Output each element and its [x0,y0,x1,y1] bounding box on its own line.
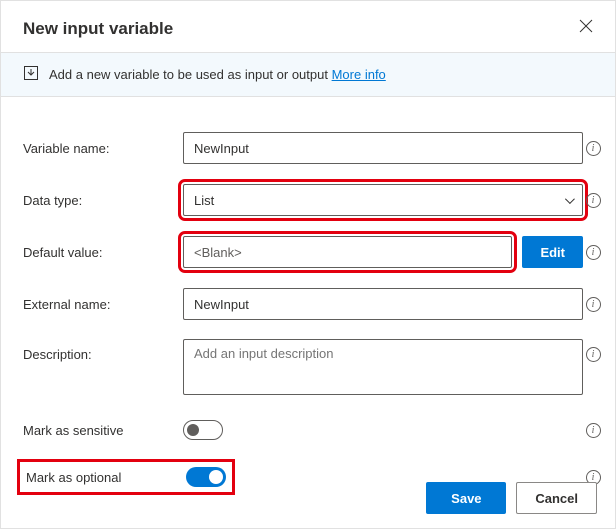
label-variable-name: Variable name: [23,141,183,156]
row-sensitive: Mark as sensitive i [23,413,603,447]
data-type-value: List [194,193,214,208]
save-button[interactable]: Save [426,482,506,514]
data-type-select[interactable]: List [183,184,583,216]
more-info-link[interactable]: More info [332,67,386,82]
label-description: Description: [23,339,183,362]
external-name-input[interactable] [183,288,583,320]
default-value-box: <Blank> [183,236,512,268]
cancel-button[interactable]: Cancel [516,482,597,514]
label-external-name: External name: [23,297,183,312]
info-icon[interactable]: i [586,423,601,438]
edit-button[interactable]: Edit [522,236,583,268]
dialog-footer: Save Cancel [426,482,597,514]
info-icon[interactable]: i [586,347,601,362]
info-icon[interactable]: i [586,245,601,260]
label-default-value: Default value: [23,245,183,260]
description-input[interactable] [183,339,583,395]
row-external-name: External name: i [23,287,603,321]
dialog-header: New input variable [1,1,615,52]
row-variable-name: Variable name: i [23,131,603,165]
info-bar: Add a new variable to be used as input o… [1,52,615,97]
info-icon[interactable]: i [586,141,601,156]
optional-toggle[interactable] [186,467,226,487]
row-default-value: Default value: <Blank> Edit i [23,235,603,269]
info-text: Add a new variable to be used as input o… [49,67,386,82]
label-optional: Mark as optional [26,470,174,485]
close-icon[interactable] [575,15,597,42]
input-output-icon [23,65,39,84]
info-icon[interactable]: i [586,297,601,312]
row-data-type: Data type: List i [23,183,603,217]
sensitive-toggle[interactable] [183,420,223,440]
label-sensitive: Mark as sensitive [23,423,183,438]
chevron-down-icon [565,194,575,204]
form: Variable name: i Data type: List i Defau… [1,97,615,495]
info-icon[interactable]: i [586,193,601,208]
dialog-title: New input variable [23,19,173,39]
row-description: Description: i [23,339,603,395]
variable-name-input[interactable] [183,132,583,164]
label-data-type: Data type: [23,193,183,208]
